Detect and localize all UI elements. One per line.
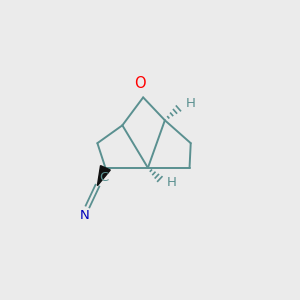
Polygon shape — [98, 166, 110, 186]
Text: N: N — [80, 209, 89, 222]
Text: C: C — [99, 171, 108, 184]
Text: O: O — [134, 76, 146, 91]
Text: H: H — [166, 176, 176, 189]
Text: H: H — [185, 98, 195, 110]
